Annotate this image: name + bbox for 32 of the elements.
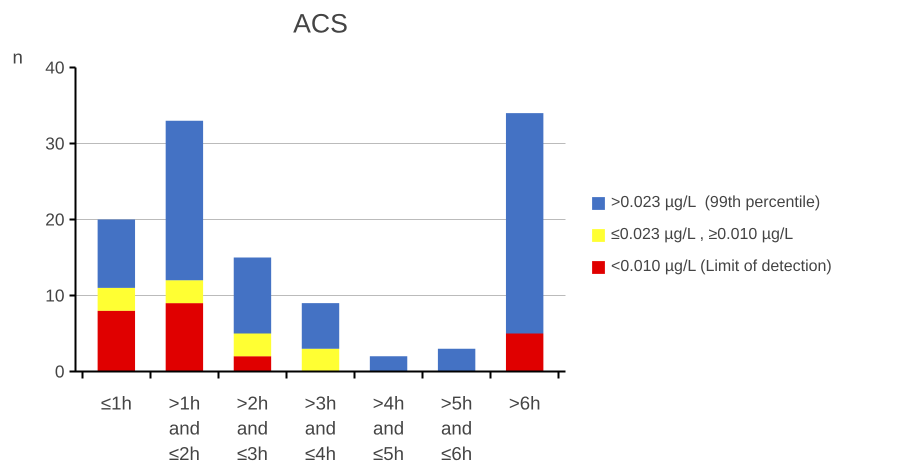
bar — [166, 120, 204, 280]
x-tick-label: >5h and ≤6h — [440, 392, 472, 464]
legend-label: <0.010 µg/L (Limit of detection) — [611, 258, 832, 276]
legend-label: ≤0.023 µg/L , ≥0.010 µg/L — [611, 226, 794, 244]
y-tick-label: 0 — [54, 362, 65, 382]
bar — [166, 303, 204, 372]
bar — [506, 113, 544, 334]
x-tick-label: >1h and ≤2h — [168, 392, 200, 464]
x-tick-label: ≤1h — [100, 392, 132, 414]
chart-title: ACS — [293, 8, 348, 38]
y-axis-title: n — [12, 46, 23, 68]
bar — [370, 356, 408, 372]
bar — [166, 280, 204, 304]
bar — [438, 348, 476, 372]
bar — [234, 356, 272, 372]
bar — [98, 220, 136, 288]
y-tick-label: 20 — [45, 210, 65, 230]
legend-label: >0.023 µg/L (99th percentile) — [611, 194, 820, 212]
x-tick-label: >6h — [508, 392, 540, 414]
y-tick-label: 30 — [45, 134, 65, 154]
x-tick-label: >3h and ≤4h — [304, 392, 336, 464]
bar — [302, 303, 340, 349]
bar — [302, 348, 340, 372]
bar — [234, 334, 272, 356]
x-tick-label: >2h and ≤3h — [236, 392, 268, 464]
bar — [506, 334, 544, 372]
bar — [98, 310, 136, 372]
bar — [234, 258, 272, 334]
y-tick-label: 10 — [45, 286, 65, 306]
x-tick-label: >4h and ≤5h — [372, 392, 404, 464]
y-tick-label: 40 — [45, 58, 65, 78]
bar — [98, 288, 136, 311]
